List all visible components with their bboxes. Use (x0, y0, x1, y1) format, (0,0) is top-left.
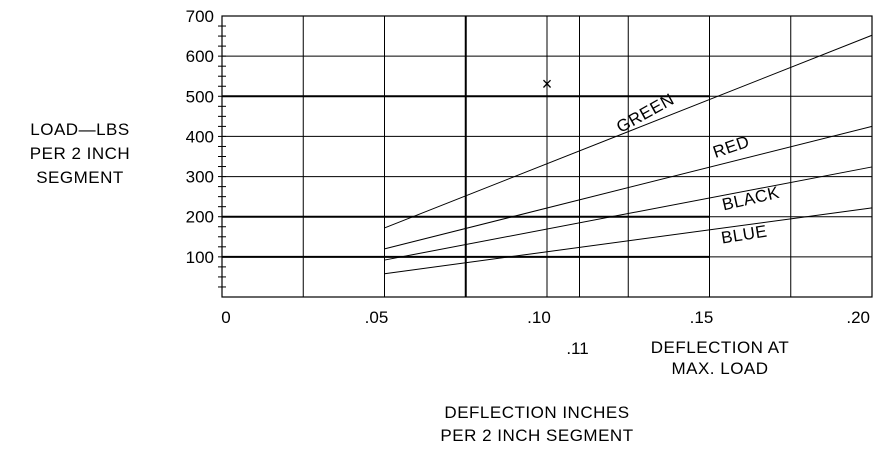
y-axis-label-line-2: PER 2 INCH (30, 144, 130, 163)
x-tick-label: .05 (365, 308, 389, 327)
series-line-black (384, 166, 873, 261)
grid-lines (221, 15, 873, 298)
y-tick-label: 200 (186, 208, 214, 227)
series-label-blue: BLUE (720, 222, 769, 248)
y-axis-label-line-1: LOAD—LBS (30, 120, 129, 139)
tick-labels: 100 200 300 400 500 600 700 0 .05 .10 .15 .20 .11 (186, 7, 870, 358)
x-axis-label-line-1: DEFLECTION INCHES (444, 403, 629, 422)
series-label-black: BLACK (720, 183, 781, 215)
y-tick-label: 100 (186, 248, 214, 267)
y-tick-label: 600 (186, 47, 214, 66)
y-tick-label: 400 (186, 127, 214, 146)
data-marker: × (542, 74, 553, 94)
series-line-green (384, 34, 873, 229)
heavy-grid-lines (222, 16, 710, 297)
x-tick-label: .20 (846, 308, 870, 327)
series-line-blue (384, 207, 873, 275)
x-tick-label: .15 (690, 308, 714, 327)
y-tick-label: 700 (186, 7, 214, 26)
x-tick-label: .10 (527, 308, 551, 327)
deflection-note-line-1: DEFLECTION AT (651, 338, 789, 357)
y-tick-label: 300 (186, 168, 214, 187)
x-axis-label-line-2: PER 2 INCH SEGMENT (440, 426, 633, 445)
x-tick-label: 0 (221, 308, 230, 327)
y-tick-label: 500 (186, 87, 214, 106)
deflection-note-line-2: MAX. LOAD (671, 359, 768, 378)
x-extra-tick-label: .11 (566, 339, 588, 358)
series-line-red (384, 125, 873, 250)
y-minor-ticks (218, 25, 226, 288)
y-axis-label-line-3: SEGMENT (36, 168, 124, 187)
